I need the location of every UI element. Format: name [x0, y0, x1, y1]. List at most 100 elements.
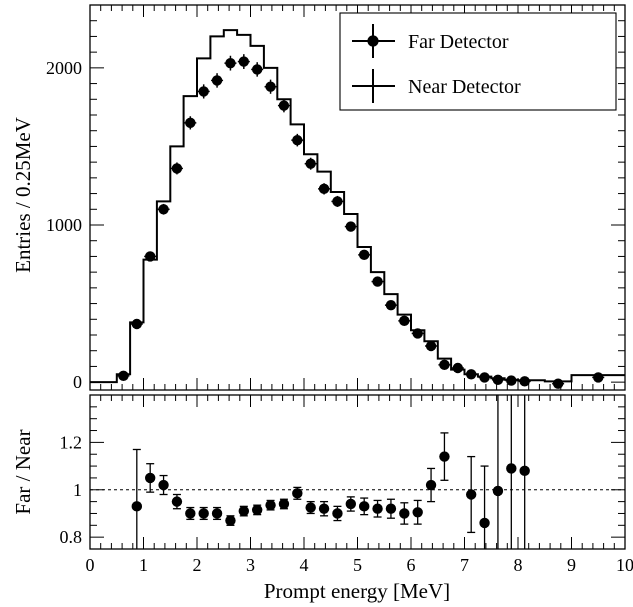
ratio-point [492, 485, 504, 497]
energy-spectrum-panel: 0 1000 2000 Entries / 0.25MeV Far Detector… [11, 4, 626, 392]
ratio-point [412, 507, 423, 518]
top-panel-ticks [89, 4, 626, 390]
ratio-point [385, 503, 397, 514]
far-detector-point [238, 56, 250, 67]
ratio-point [332, 508, 343, 519]
ratio-point [144, 472, 156, 484]
bottom-panel-frame [89, 394, 626, 550]
top-panel-y-tick-labels: 0 1000 2000 [46, 58, 82, 392]
ratio-point [358, 501, 370, 512]
ratio-point [479, 517, 490, 529]
far-detector-point [345, 221, 357, 232]
ratio-point [305, 502, 316, 513]
ratio-point [171, 496, 183, 507]
far-detector-point [292, 134, 303, 146]
x-tick-label: 3 [246, 555, 255, 575]
ratio-point [265, 499, 276, 511]
far-detector-point [251, 64, 263, 75]
x-tick-label: 5 [353, 555, 362, 575]
far-detector-point [185, 117, 196, 129]
ratio-point [439, 451, 450, 462]
ratio-point [225, 515, 236, 526]
far-detector-point [439, 359, 450, 371]
top-y-tick-label: 0 [73, 372, 82, 392]
bottom-y-tick-label: 1.2 [60, 432, 83, 452]
ratio-point [211, 508, 223, 519]
x-axis-tick-labels: 0 1 2 3 4 5 6 7 8 9 10 [86, 555, 633, 575]
ratio-point [519, 465, 530, 477]
far-detector-point [358, 249, 370, 261]
x-tick-label: 10 [616, 555, 633, 575]
ratio-point [372, 503, 383, 514]
far-detector-point [593, 372, 604, 383]
ratio-point [185, 508, 196, 519]
ratio-point [425, 479, 437, 491]
legend-label-far-detector: Far Detector [408, 31, 509, 53]
legend-marker-far-detector [352, 24, 395, 58]
far-detector-point [552, 378, 564, 389]
x-axis-title: Prompt energy [MeV] [264, 579, 450, 603]
ratio-point [238, 505, 250, 517]
far-detector-point [265, 81, 276, 92]
ratio-point [251, 504, 263, 516]
far-detector-point [412, 328, 423, 339]
far-detector-point [198, 86, 209, 97]
far-detector-point [479, 372, 490, 383]
ratio-point [198, 508, 209, 519]
x-tick-label: 9 [567, 555, 576, 575]
far-detector-point [171, 163, 183, 174]
far-detector-point [399, 315, 410, 327]
far-detector-point [211, 75, 223, 86]
x-tick-label: 6 [407, 555, 416, 575]
bottom-y-axis-title: Far / Near [11, 429, 35, 514]
far-detector-point [158, 204, 169, 215]
far-detector-point [385, 299, 397, 311]
ratio-point [506, 463, 517, 474]
x-tick-label: 0 [86, 555, 95, 575]
far-detector-point [506, 375, 517, 386]
top-y-tick-label: 1000 [46, 215, 82, 235]
far-detector-point [144, 251, 156, 262]
far-detector-point [332, 196, 343, 207]
far-detector-point [372, 276, 383, 287]
legend-label-near-detector: Near Detector [408, 76, 521, 98]
ratio-point [399, 508, 410, 519]
ratio-point [131, 501, 143, 512]
x-tick-label: 8 [514, 555, 523, 575]
far-detector-point [492, 374, 504, 385]
ratio-panel: 0.8 1 1.2 0 1 2 3 4 5 6 7 8 9 10 Far / Near Prompt e… [11, 394, 633, 603]
ratio-point [345, 498, 357, 510]
x-tick-label: 7 [460, 555, 469, 575]
far-detector-point [118, 370, 129, 382]
ratio-points [131, 395, 530, 549]
bottom-y-tick-label: 1 [73, 480, 82, 500]
bottom-panel-ticks [89, 395, 626, 549]
top-y-tick-label: 2000 [46, 58, 82, 78]
ratio-point [278, 498, 290, 510]
far-detector-point [519, 376, 530, 387]
far-detector-point [131, 318, 143, 330]
ratio-point [465, 489, 477, 500]
far-detector-point [278, 100, 290, 111]
far-detector-point [225, 57, 236, 69]
top-y-axis-title: Entries / 0.25MeV [11, 117, 35, 273]
ratio-point [318, 503, 330, 514]
legend: Far Detector Near Detector [339, 12, 617, 111]
far-detector-point [465, 369, 477, 380]
x-tick-label: 4 [300, 555, 309, 575]
far-detector-point [305, 158, 316, 169]
far-detector-point [425, 340, 437, 352]
far-detector-point [318, 183, 330, 195]
far-detector-points [117, 54, 605, 389]
near-detector-histogram [90, 29, 625, 384]
x-tick-label: 1 [139, 555, 148, 575]
x-tick-label: 2 [193, 555, 202, 575]
bottom-panel-y-tick-labels: 0.8 1 1.2 [60, 432, 83, 547]
ratio-point [292, 488, 303, 499]
far-detector-point [452, 362, 464, 374]
ratio-point [158, 479, 169, 491]
legend-box [339, 12, 617, 111]
bottom-y-tick-label: 0.8 [60, 527, 83, 547]
legend-marker-near-detector [352, 69, 395, 103]
